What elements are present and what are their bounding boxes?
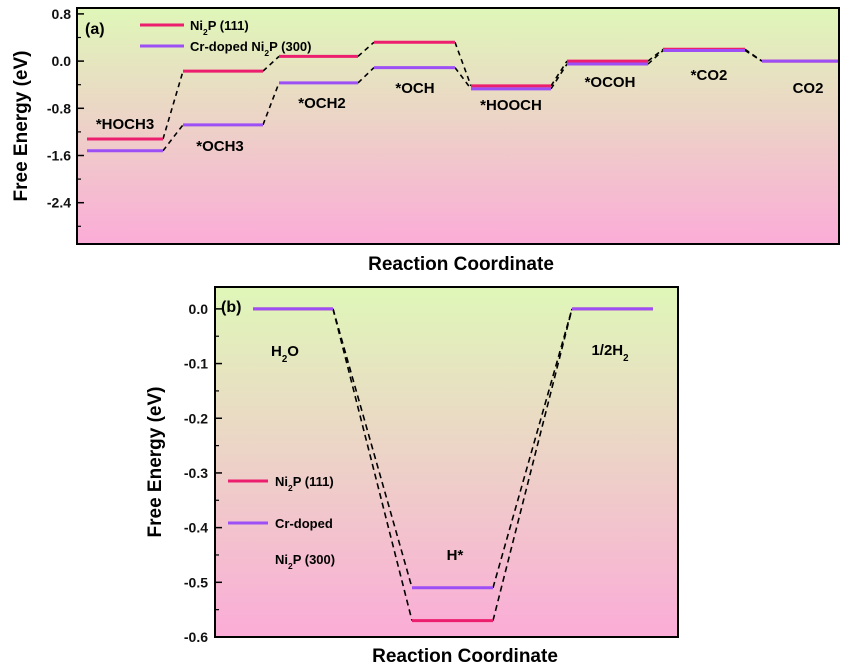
- panel-a-y-tick-label: 0.0: [52, 53, 72, 69]
- panel-a-connector: [262, 55, 280, 72]
- panel-a-label: (a): [85, 21, 105, 38]
- panel-b-y-tick-label: -0.1: [184, 356, 208, 372]
- panel-b-x-axis-label: Reaction Coordinate: [372, 646, 558, 666]
- panel-a-y-tick-label: 0.8: [52, 6, 72, 22]
- panel-a-connector: [647, 48, 664, 62]
- panel-a-state-label: *HOCH3: [96, 116, 154, 133]
- panel-b-y-tick-label: -0.5: [184, 574, 208, 590]
- panel-b-state-label: 1/2H2: [591, 342, 629, 364]
- panel-a-state-label: *CO2: [691, 67, 728, 84]
- panel-b-y-tick-label: 0.0: [189, 301, 209, 317]
- panel-a-y-tick-label: -1.6: [47, 148, 71, 164]
- panel-b-connector: [492, 308, 573, 588]
- panel-a-state-label: *HOOCH: [480, 97, 542, 114]
- panel-a-x-axis-label: Reaction Coordinate: [368, 254, 554, 275]
- panel-b-state-label: H*: [447, 547, 464, 564]
- panel-a-connector: [357, 67, 375, 84]
- panel-b-connector: [492, 308, 573, 621]
- panel-b: 0.0 -0.1 -0.2 -0.3 -0.4 -0.5 -0.6 H2O H* 1/2H2 Ni2…: [145, 286, 679, 666]
- panel-a-state-label: *OCH2: [298, 95, 346, 112]
- panel-b-y-tick-label: -0.4: [184, 520, 208, 536]
- panel-a-legend-label: Ni2P (111): [190, 18, 249, 37]
- panel-a-connector: [357, 41, 375, 57]
- panel-b-plot-area: [215, 287, 678, 637]
- panel-a-state-label: *OCH: [395, 80, 434, 97]
- panel-a-connector: [162, 70, 184, 140]
- panel-b-legend-label: Cr-doped: [275, 516, 333, 531]
- panel-b-y-tick-label: -0.3: [184, 465, 208, 481]
- panel-a-state-label: CO2: [793, 80, 824, 97]
- panel-a-y-tick-label: -0.8: [47, 100, 71, 116]
- panel-b-y-axis-label: Free Energy (eV): [145, 387, 166, 538]
- panel-a-connector: [647, 49, 664, 65]
- panel-a: 0.8 0.0 -0.8 -1.6 -2.4 *HOCH3 *OCH3 *OCH2 *OCH *H…: [11, 6, 840, 275]
- panel-b-connector: [332, 308, 413, 621]
- panel-a-y-tick-label: -2.4: [47, 195, 71, 211]
- panel-b-connector: [332, 308, 413, 588]
- panel-b-y-tick-label: -0.6: [184, 629, 208, 645]
- panel-a-connector: [550, 63, 568, 90]
- panel-a-connector: [162, 124, 184, 152]
- panel-a-connector: [744, 49, 763, 62]
- panel-a-legend-label: Cr-doped Ni2P (300): [190, 39, 312, 58]
- panel-b-state-label: H2O: [271, 343, 299, 365]
- panel-b-legend-label: Ni2P (300): [275, 552, 335, 571]
- panel-b-legend-label: Ni2P (111): [275, 474, 334, 493]
- panel-a-state-label: *OCOH: [585, 74, 636, 91]
- panel-a-state-label: *OCH3: [196, 138, 244, 155]
- panel-a-connector: [262, 82, 280, 126]
- panel-a-connector: [550, 60, 568, 87]
- panel-a-y-axis-label: Free Energy (eV): [11, 51, 32, 202]
- panel-a-connector: [454, 41, 472, 87]
- panel-b-y-tick-label: -0.2: [184, 410, 208, 426]
- panel-b-label: (b): [221, 299, 241, 316]
- panel-a-connector: [454, 67, 472, 90]
